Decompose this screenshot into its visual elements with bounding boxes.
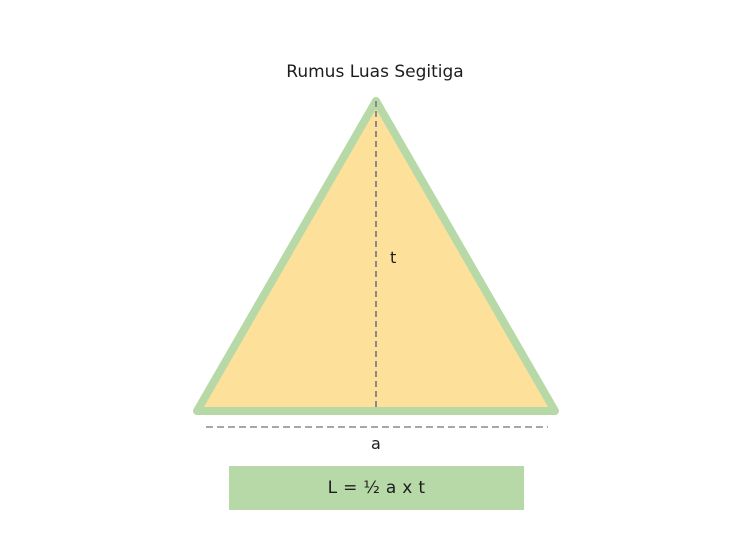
height-label: t — [390, 248, 397, 267]
base-label: a — [371, 434, 381, 453]
formula-box: L = ½ a x t — [229, 466, 524, 510]
diagram-title: Rumus Luas Segitiga — [286, 62, 464, 82]
formula-text: L = ½ a x t — [327, 478, 426, 498]
